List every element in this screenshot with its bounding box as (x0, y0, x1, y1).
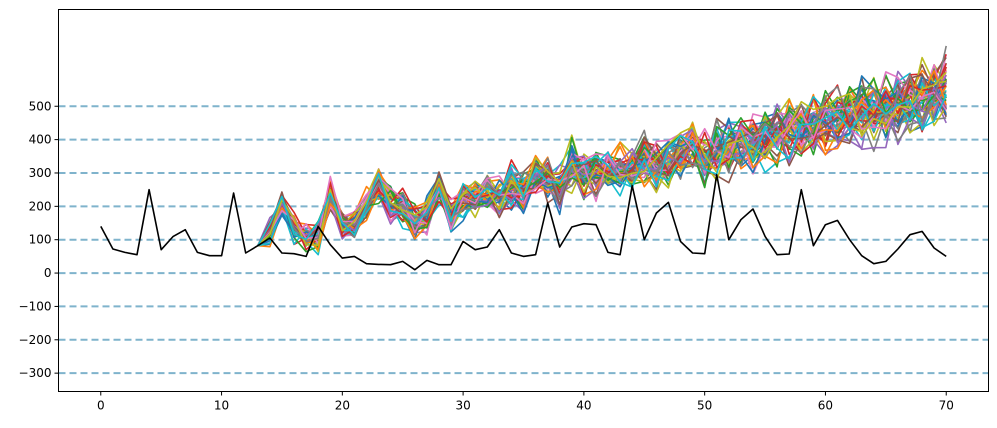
y-tick-label: 100 (29, 233, 52, 247)
y-tick-label: 300 (29, 166, 52, 180)
y-tick-label: 0 (44, 266, 52, 280)
y-tick-label: 200 (29, 199, 52, 213)
forecast-paths (257, 45, 947, 256)
plot-frame (58, 9, 989, 392)
y-axis: −300 −200 −100 0 100 200 300 400 500 (19, 99, 59, 380)
y-tick-label: 400 (29, 133, 52, 147)
y-tick-label: −300 (19, 366, 52, 380)
forecast-path (257, 77, 947, 247)
forecast-path (257, 94, 947, 247)
observed-series (100, 173, 947, 271)
x-tick-label: 0 (97, 399, 105, 413)
x-tick-label: 20 (335, 399, 350, 413)
y-tick-label: −200 (19, 333, 52, 347)
y-tick-label: 500 (29, 99, 52, 113)
x-axis: 0 10 20 30 40 50 60 70 (97, 391, 954, 413)
x-tick-label: 30 (455, 399, 470, 413)
forecast-path (257, 45, 947, 247)
x-tick-label: 60 (818, 399, 833, 413)
forecast-path (257, 82, 947, 247)
x-tick-label: 40 (576, 399, 591, 413)
x-tick-label: 70 (939, 399, 954, 413)
y-tick-label: −100 (19, 299, 52, 313)
x-tick-label: 10 (214, 399, 229, 413)
x-tick-label: 50 (697, 399, 712, 413)
observed-line (100, 173, 947, 271)
